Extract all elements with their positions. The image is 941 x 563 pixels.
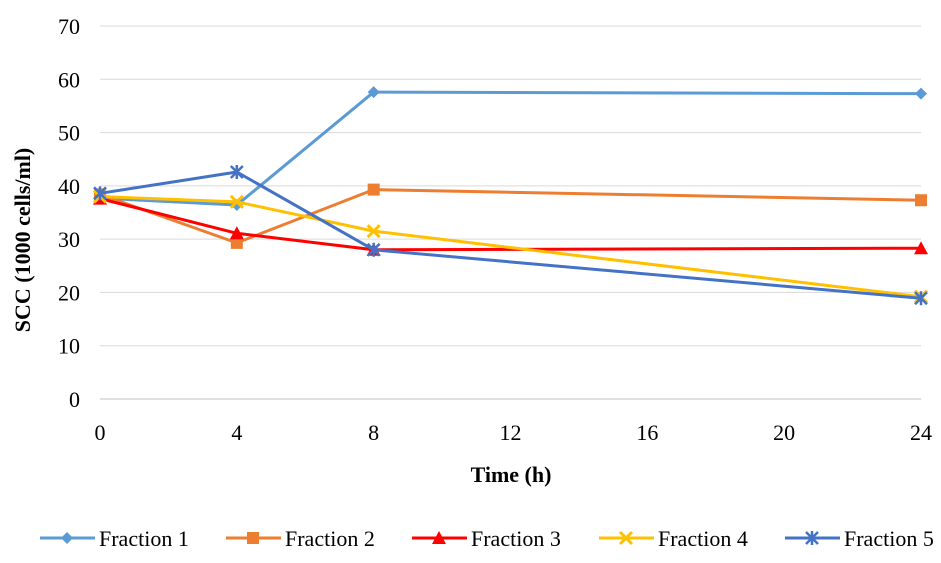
- data-point: [230, 236, 243, 249]
- y-tick-label: 30: [58, 227, 80, 252]
- x-tick-label: 4: [231, 420, 242, 445]
- legend-item: Fraction 3: [412, 526, 561, 551]
- data-point: [914, 291, 928, 306]
- y-tick-label: 0: [69, 387, 80, 412]
- legend-item: Fraction 5: [785, 526, 934, 551]
- y-axis-title: SCC (1000 cells/ml): [10, 148, 35, 333]
- x-tick-label: 0: [95, 420, 106, 445]
- x-tick-label: 16: [636, 420, 658, 445]
- series-line: [99, 170, 922, 300]
- series-line: [99, 197, 922, 252]
- y-tick-label: 10: [58, 334, 80, 359]
- y-tick-label: 20: [58, 280, 80, 305]
- data-point: [366, 242, 381, 257]
- series-line: [99, 188, 922, 245]
- data-point: [366, 224, 381, 239]
- legend-label: Fraction 2: [285, 526, 375, 551]
- series-line: [99, 90, 922, 207]
- legend-swatch-marker: [618, 530, 634, 546]
- data-point: [93, 186, 107, 201]
- y-tick-label: 50: [58, 121, 80, 146]
- data-point: [915, 87, 927, 100]
- legend-label: Fraction 3: [471, 526, 561, 551]
- x-tick-label: 24: [910, 420, 932, 445]
- data-point: [229, 165, 244, 180]
- legend-swatch-marker: [432, 531, 446, 544]
- gridlines: [100, 25, 921, 400]
- legend-swatch-marker: [805, 531, 819, 545]
- legend-item: Fraction 2: [226, 526, 375, 551]
- data-point: [367, 86, 380, 99]
- legend-label: Fraction 5: [844, 526, 934, 551]
- x-tick-label: 20: [773, 420, 795, 445]
- legend-label: Fraction 4: [658, 526, 748, 551]
- legend: Fraction 1 Fraction 2 Fraction 3 Fraction 4…: [40, 526, 934, 551]
- series-5: [93, 165, 928, 306]
- x-tick-label: 12: [500, 420, 522, 445]
- y-tick-label: 40: [58, 174, 80, 199]
- x-tick-label: 8: [368, 420, 379, 445]
- data-point: [229, 194, 244, 209]
- data-point: [229, 226, 244, 240]
- legend-swatch-marker: [61, 532, 73, 544]
- legend-swatch-marker: [247, 532, 259, 544]
- series-lines: [92, 86, 929, 306]
- y-tick-label: 60: [58, 67, 80, 92]
- axes: 0 10 20 30 40 50 60 70 0 4 8 12 16 20 24: [58, 14, 932, 445]
- x-axis-title: Time (h): [471, 462, 552, 487]
- legend-item: Fraction 4: [599, 526, 748, 551]
- data-point: [914, 241, 928, 255]
- data-point: [367, 183, 380, 196]
- y-tick-label: 70: [58, 14, 80, 39]
- legend-item: Fraction 1: [40, 526, 189, 551]
- data-point: [915, 194, 927, 207]
- series-line: [99, 195, 922, 299]
- series-4: [92, 189, 929, 304]
- legend-label: Fraction 1: [99, 526, 189, 551]
